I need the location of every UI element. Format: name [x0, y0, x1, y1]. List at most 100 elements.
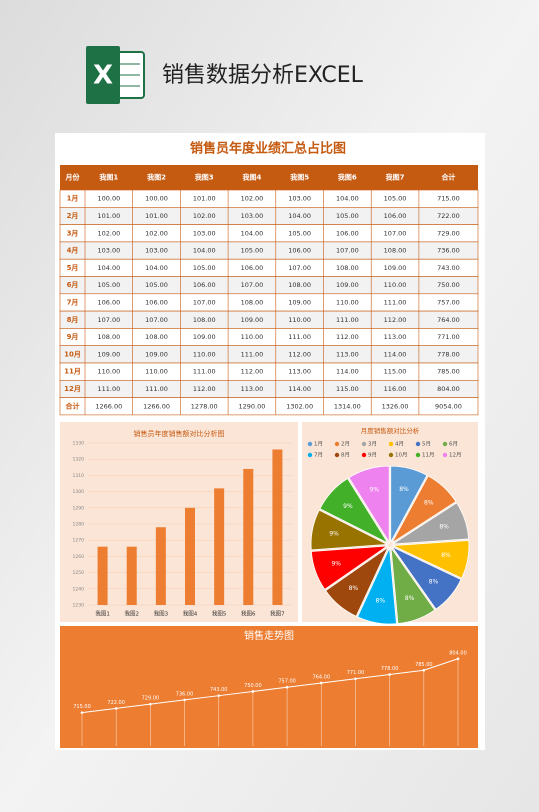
- cell: 104.00: [193, 247, 216, 255]
- value-label: 9%: [329, 530, 339, 537]
- cell: 109.00: [145, 350, 168, 358]
- cell: 104.00: [97, 264, 120, 272]
- row-header: 5月: [67, 264, 79, 272]
- point: [80, 711, 84, 714]
- column-header: 月份: [65, 173, 81, 182]
- y-tick-label: 1330: [73, 441, 85, 447]
- x-tick-label: 我图7: [270, 610, 285, 618]
- cell: 9054.00: [435, 402, 462, 410]
- bar: [214, 488, 225, 605]
- column-header: 合计: [440, 173, 455, 182]
- cell: 104.00: [288, 212, 311, 220]
- cell: 111.00: [97, 385, 120, 393]
- legend-swatch: [307, 441, 313, 447]
- cell: 110.00: [193, 350, 216, 358]
- legend-swatch: [388, 441, 394, 447]
- cell: 106.00: [193, 281, 216, 289]
- cell: 107.00: [97, 316, 120, 324]
- pie-slice: [319, 477, 389, 544]
- charts: 销售员年度销售额对比分析图 1230 1240 1250 1260 1270 1280 129…: [73, 426, 470, 746]
- table-row: [59, 328, 479, 346]
- line-panel: [60, 626, 478, 748]
- value-label: 9%: [331, 560, 341, 567]
- legend-label: 9月: [368, 452, 377, 459]
- row-header: 12月: [64, 385, 81, 393]
- cell: 106.00: [288, 247, 311, 255]
- legend-label: 8月: [341, 452, 350, 459]
- value-label: 8%: [376, 598, 386, 605]
- x-tick-label: 我图3: [154, 610, 169, 618]
- y-tick-label: 1310: [73, 473, 85, 479]
- row-header: 9月: [67, 333, 79, 341]
- cell: 104.00: [336, 195, 359, 203]
- table-row: [59, 189, 479, 208]
- cell: 100.00: [145, 195, 168, 203]
- cell: 1290.00: [239, 402, 266, 410]
- table-row: [59, 293, 479, 312]
- cell: 101.00: [193, 195, 216, 203]
- cell: 105.00: [241, 247, 264, 255]
- header-row: [60, 165, 478, 190]
- table-row: [59, 276, 479, 295]
- y-tick-label: 1270: [73, 538, 85, 544]
- cell: 110.00: [97, 368, 120, 376]
- column-header: 我图3: [195, 173, 214, 182]
- cell: 108.00: [193, 316, 216, 324]
- point: [217, 694, 221, 697]
- cell: 736.00: [437, 247, 460, 255]
- value-label: 8%: [399, 486, 409, 493]
- svg-text:X: X: [93, 61, 113, 91]
- point: [388, 673, 391, 676]
- cell: 107.00: [193, 298, 216, 306]
- value-label: 8%: [429, 578, 439, 585]
- value-label: 736.00: [176, 691, 194, 697]
- value-label: 8%: [441, 552, 451, 559]
- value-label: 729.00: [142, 696, 160, 702]
- value-label: 785.00: [415, 662, 433, 668]
- chart-title: 月度销售额对比分析: [361, 426, 420, 435]
- value-label: 9%: [343, 503, 353, 510]
- row-header: 合计: [65, 401, 80, 410]
- cell: 112.00: [336, 333, 359, 341]
- value-label: 778.00: [381, 666, 399, 672]
- cell: 104.00: [145, 264, 168, 272]
- column-header: 我图7: [386, 173, 405, 182]
- cell: 113.00: [336, 350, 359, 358]
- value-label: 757.00: [278, 679, 296, 685]
- cell: 103.00: [193, 229, 216, 237]
- pie-slice: [310, 545, 389, 590]
- row-header: 3月: [67, 229, 79, 237]
- pie-slice: [391, 545, 462, 610]
- legend-swatch: [442, 452, 448, 458]
- table-row: [59, 224, 479, 243]
- cell: 101.00: [97, 212, 120, 220]
- cell: 107.00: [384, 229, 407, 237]
- legend-label: 10月: [395, 452, 408, 459]
- bar: [272, 449, 283, 605]
- cell: 757.00: [437, 298, 460, 306]
- legend-label: 7月: [314, 452, 323, 459]
- cell: 111.00: [145, 385, 168, 393]
- value-label: 750.00: [244, 683, 262, 689]
- cell: 105.00: [193, 264, 216, 272]
- x-tick-label: 我图2: [124, 610, 139, 618]
- cell: 113.00: [288, 368, 311, 376]
- value-label: 771.00: [347, 670, 365, 676]
- y-tick-label: 1290: [73, 505, 85, 511]
- page-title: 销售数据分析EXCEL: [162, 63, 364, 88]
- cell: 113.00: [384, 333, 407, 341]
- legend-swatch: [415, 452, 421, 458]
- cell: 111.00: [241, 350, 264, 358]
- cell: 111.00: [384, 298, 407, 306]
- legend-label: 6月: [449, 441, 458, 448]
- point: [354, 677, 357, 681]
- x-tick-label: 我图5: [212, 610, 227, 618]
- cell: 105.00: [384, 195, 407, 203]
- legend-swatch: [361, 441, 367, 447]
- bar: [126, 546, 137, 605]
- cell: 108.00: [288, 281, 311, 289]
- cell: 100.00: [97, 195, 120, 203]
- cell: 103.00: [241, 212, 264, 220]
- cell: 105.00: [97, 281, 120, 289]
- cell: 109.00: [384, 264, 407, 272]
